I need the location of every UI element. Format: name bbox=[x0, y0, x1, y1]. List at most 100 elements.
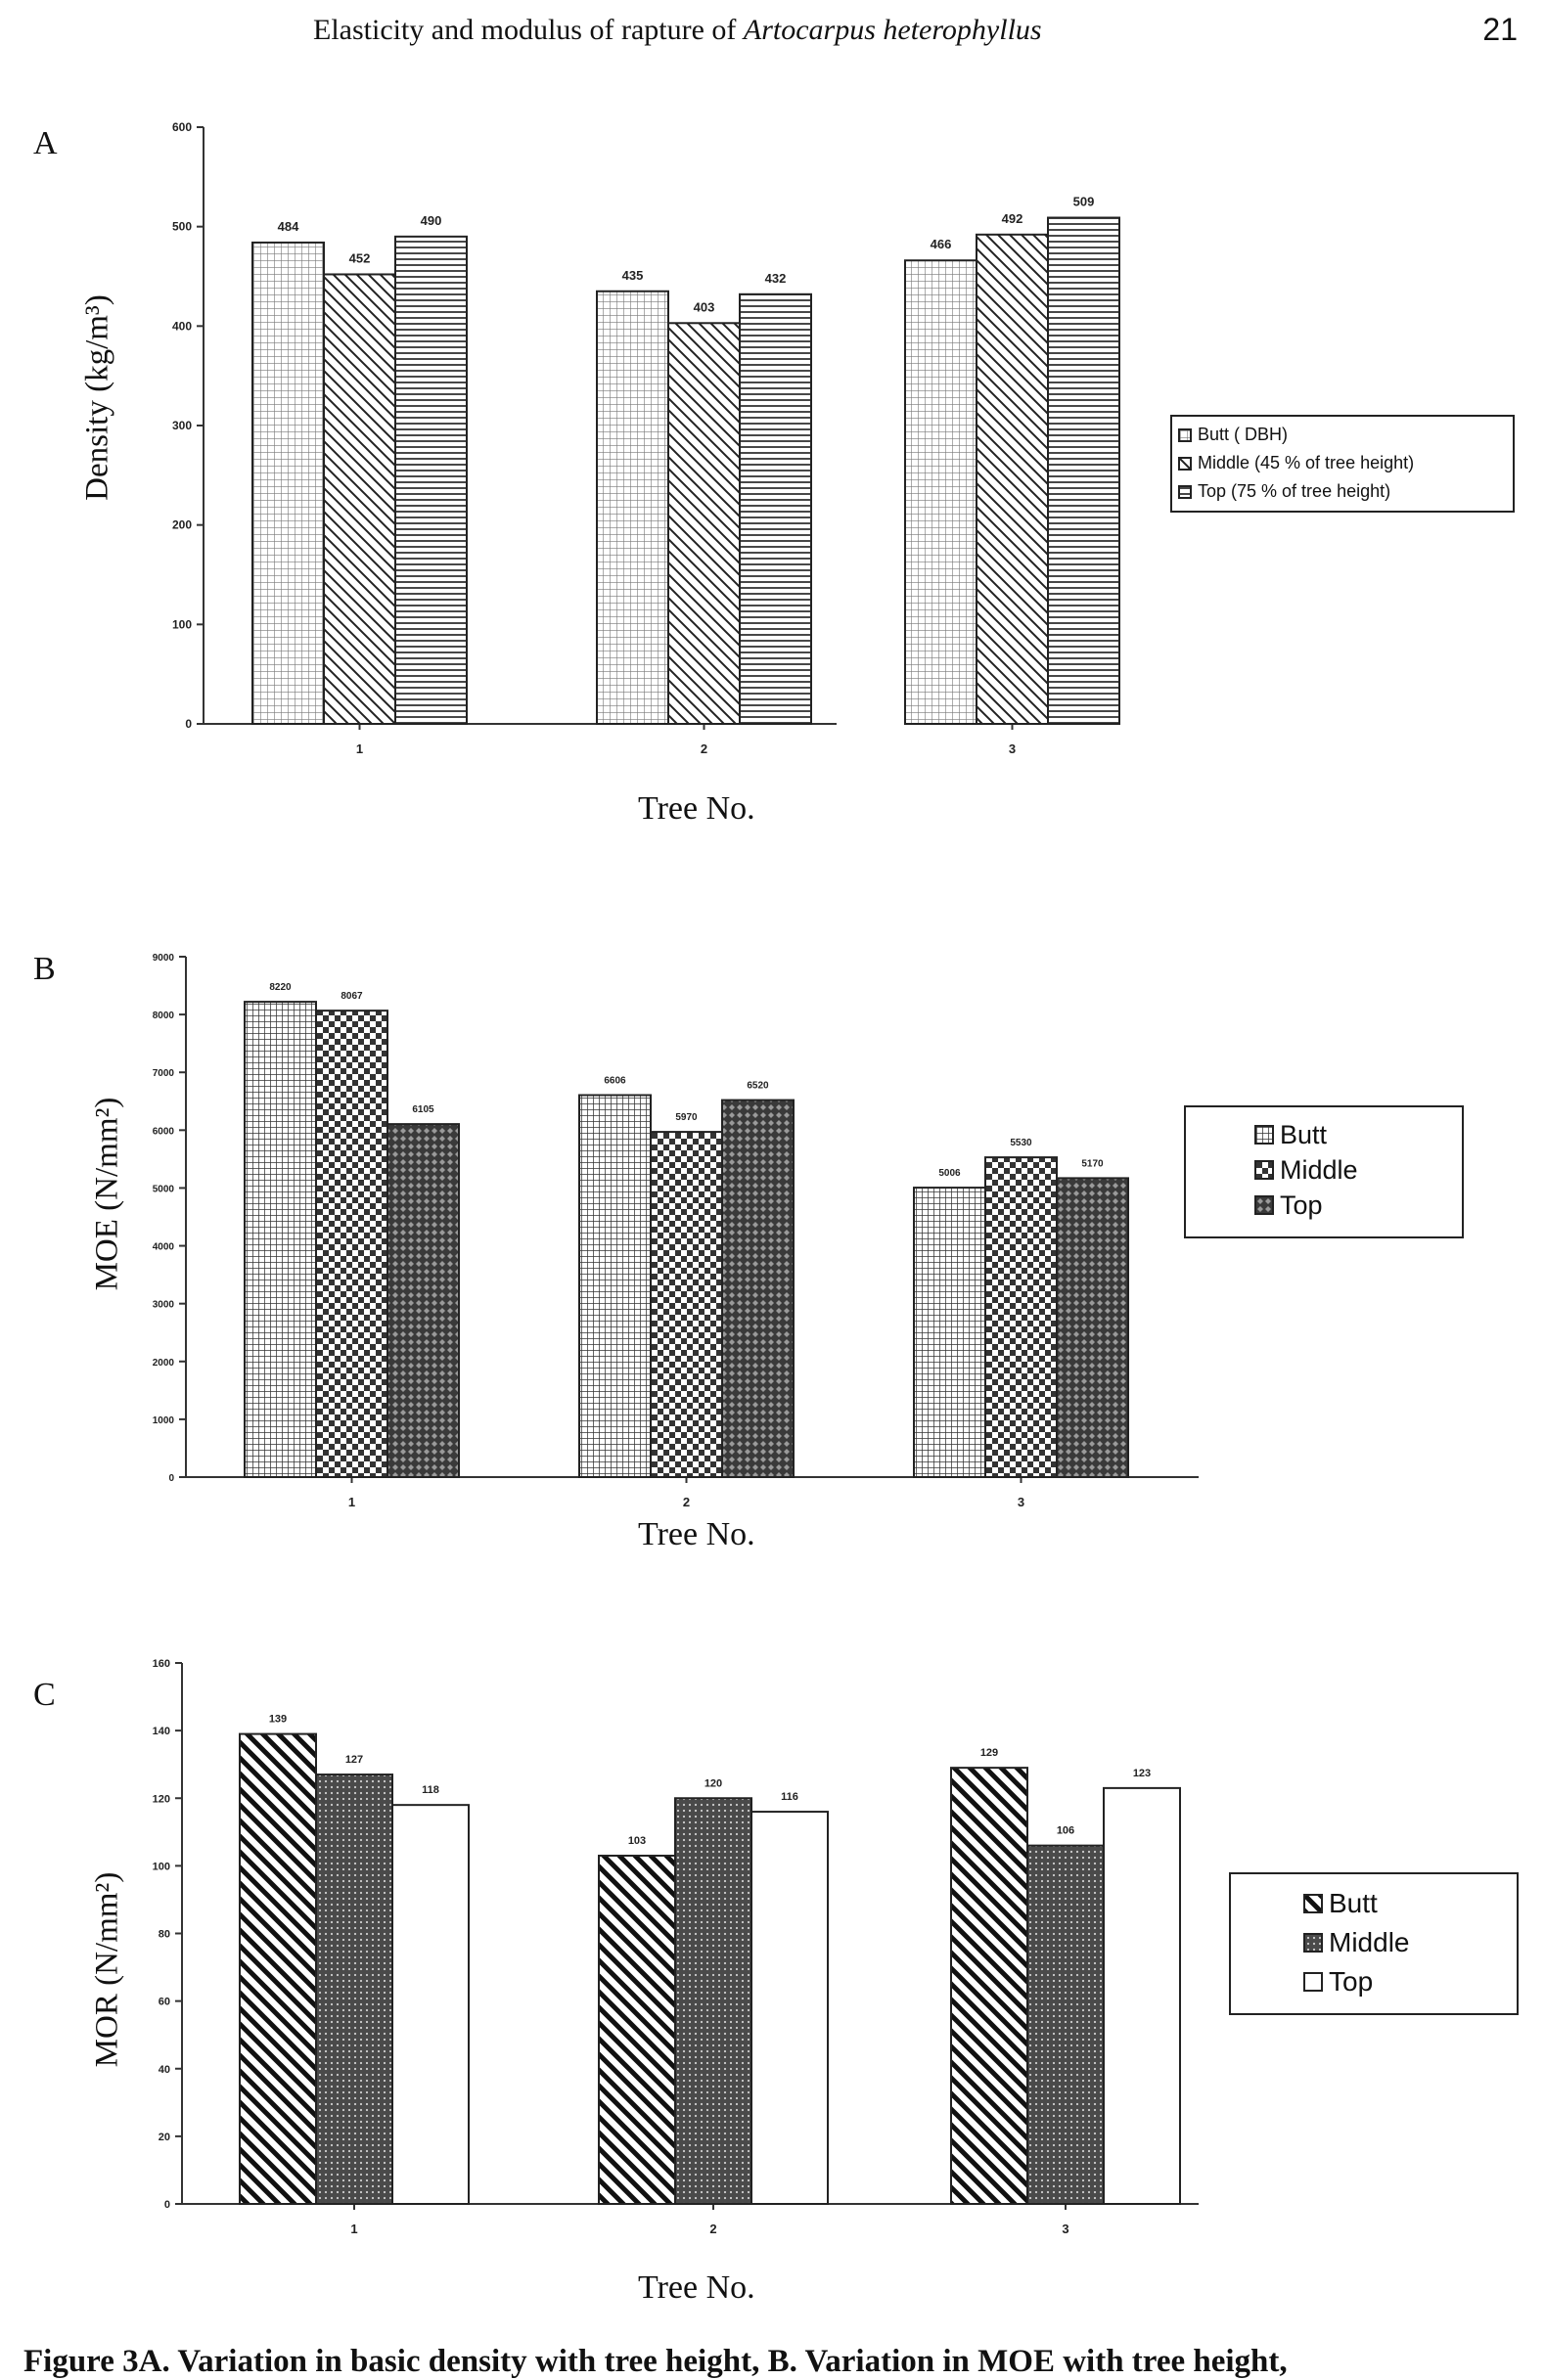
bar-top-tree-3 bbox=[1056, 1177, 1129, 1478]
legend-swatch bbox=[1254, 1160, 1274, 1180]
x-axis-label: Tree No. bbox=[638, 790, 755, 827]
legend-item: Middle (45 % of tree height) bbox=[1178, 449, 1507, 477]
bar-top-tree-1 bbox=[394, 235, 468, 725]
legend-swatch bbox=[1178, 427, 1192, 442]
bar-middle-tree-3 bbox=[1026, 1844, 1105, 2205]
bar-value-label: 8067 bbox=[341, 991, 363, 1002]
bar-top-tree-3 bbox=[1103, 1786, 1181, 2205]
y-tick-label: 100 bbox=[153, 1861, 170, 1872]
bar-value-label: 5006 bbox=[938, 1168, 961, 1179]
y-tick-label: 80 bbox=[159, 1929, 170, 1941]
x-axis-label: Tree No. bbox=[638, 1516, 755, 1552]
chart-legend: Butt Middle Top bbox=[1229, 1872, 1519, 2015]
legend-swatch bbox=[1303, 1894, 1323, 1913]
chart-a-plot: 0 100 200 300 400 500 600 1 2 3 484 435 466 452 403 492… bbox=[172, 120, 1120, 756]
bar-value-label: 6606 bbox=[604, 1076, 626, 1087]
bar-butt-tree-2 bbox=[598, 1855, 676, 2205]
x-tick-label: 1 bbox=[348, 1495, 355, 1509]
bar-top-tree-3 bbox=[1047, 216, 1120, 725]
y-tick-label: 100 bbox=[172, 617, 192, 631]
bar-value-label: 403 bbox=[694, 299, 715, 314]
bar-value-label: 120 bbox=[704, 1777, 722, 1789]
bar-value-label: 509 bbox=[1073, 195, 1095, 209]
running-title-species: Artocarpus heterophyllus bbox=[743, 14, 1042, 46]
bar-middle-tree-1 bbox=[315, 1010, 388, 1478]
bar-butt-tree-1 bbox=[244, 1001, 317, 1479]
x-tick-label: 3 bbox=[1062, 2222, 1068, 2236]
bar-middle-tree-1 bbox=[323, 273, 396, 725]
bar-value-label: 435 bbox=[622, 268, 644, 283]
bar-top-tree-2 bbox=[739, 292, 812, 725]
legend-item: Top bbox=[1303, 1962, 1444, 2001]
y-tick-label: 5000 bbox=[153, 1184, 175, 1194]
legend-item: Butt bbox=[1303, 1884, 1444, 1923]
legend-swatch bbox=[1303, 1933, 1323, 1953]
page-number: 21 bbox=[1482, 12, 1518, 47]
bar-value-label: 8220 bbox=[269, 982, 292, 993]
bar-value-label: 127 bbox=[345, 1754, 363, 1766]
legend-label: Middle bbox=[1329, 1927, 1410, 1957]
legend-item: Top (75 % of tree height) bbox=[1178, 477, 1507, 506]
legend-item: Middle bbox=[1303, 1923, 1444, 1962]
y-tick-label: 0 bbox=[168, 1473, 174, 1484]
x-axis-label: Tree No. bbox=[638, 2269, 755, 2306]
bar-value-label: 490 bbox=[421, 213, 442, 228]
bar-value-label: 466 bbox=[931, 237, 952, 251]
legend-item: Top bbox=[1254, 1188, 1393, 1223]
bar-middle-tree-3 bbox=[976, 233, 1049, 726]
chart-b-plot: 0 1000 2000 3000 4000 5000 6000 7000 8000 9000 1 2 3… bbox=[153, 953, 1199, 1509]
x-tick-label: 1 bbox=[356, 741, 363, 756]
running-title: Elasticity and modulus of rapture of Art… bbox=[313, 14, 1042, 47]
bar-top-tree-1 bbox=[391, 1804, 470, 2205]
legend-label: Top (75 % of tree height) bbox=[1198, 481, 1391, 501]
bar-value-label: 492 bbox=[1002, 211, 1023, 226]
y-tick-label: 0 bbox=[185, 717, 192, 731]
y-tick-label: 160 bbox=[153, 1658, 170, 1670]
bar-value-label: 5970 bbox=[675, 1112, 698, 1123]
y-tick-label: 9000 bbox=[153, 953, 175, 964]
y-tick-label: 200 bbox=[172, 518, 192, 532]
panel-letter: C bbox=[33, 1677, 56, 1713]
legend-swatch bbox=[1178, 484, 1192, 499]
y-tick-label: 120 bbox=[153, 1793, 170, 1805]
y-tick-label: 6000 bbox=[153, 1126, 175, 1137]
legend-item: Middle bbox=[1254, 1152, 1393, 1188]
legend-label: Top bbox=[1280, 1190, 1323, 1220]
bar-middle-tree-1 bbox=[315, 1774, 393, 2206]
bar-value-label: 118 bbox=[422, 1784, 439, 1796]
y-tick-label: 4000 bbox=[153, 1242, 175, 1253]
y-tick-label: 60 bbox=[159, 1997, 170, 2008]
legend-label: Middle bbox=[1280, 1154, 1358, 1185]
bar-value-label: 103 bbox=[628, 1835, 646, 1847]
chart-panel-c: C MOR (N/mm²) 0 20 40 60 80 100 120 140 160 1 2 3 13… bbox=[33, 1658, 1519, 2306]
chart-panel-b: B MOE (N/mm²) 0 1000 2000 3000 4000 5000 6000 7… bbox=[33, 951, 1464, 1552]
x-tick-label: 1 bbox=[350, 2222, 357, 2236]
bar-value-label: 432 bbox=[765, 271, 787, 286]
y-tick-label: 40 bbox=[159, 2064, 170, 2076]
panel-letter: B bbox=[33, 951, 56, 987]
legend-label: Butt bbox=[1280, 1119, 1328, 1149]
running-title-text: Elasticity and modulus of rapture of bbox=[313, 14, 744, 46]
legend-swatch bbox=[1254, 1195, 1274, 1215]
bar-butt-tree-3 bbox=[904, 259, 977, 725]
chart-legend: Butt Middle Top bbox=[1184, 1105, 1464, 1238]
bar-top-tree-2 bbox=[750, 1811, 829, 2205]
legend-item: Butt bbox=[1254, 1117, 1393, 1152]
legend-label: Middle (45 % of tree height) bbox=[1198, 453, 1415, 472]
x-tick-label: 2 bbox=[701, 741, 707, 756]
y-tick-label: 0 bbox=[164, 2199, 170, 2211]
y-tick-label: 300 bbox=[172, 419, 192, 432]
bar-value-label: 452 bbox=[349, 250, 371, 265]
bar-top-tree-1 bbox=[386, 1123, 460, 1479]
figure-caption: Figure 3A. Variation in basic density wi… bbox=[23, 2344, 1288, 2379]
bar-butt-tree-2 bbox=[578, 1094, 652, 1478]
bar-value-label: 6520 bbox=[747, 1081, 769, 1092]
bar-middle-tree-2 bbox=[667, 322, 741, 725]
chart-legend: Butt ( DBH) Middle (45 % of tree height) T… bbox=[1170, 415, 1515, 513]
y-tick-label: 3000 bbox=[153, 1300, 175, 1311]
legend-item: Butt ( DBH) bbox=[1178, 421, 1507, 449]
bar-value-label: 5170 bbox=[1081, 1158, 1104, 1169]
y-tick-label: 1000 bbox=[153, 1415, 175, 1426]
bar-value-label: 106 bbox=[1057, 1825, 1074, 1837]
